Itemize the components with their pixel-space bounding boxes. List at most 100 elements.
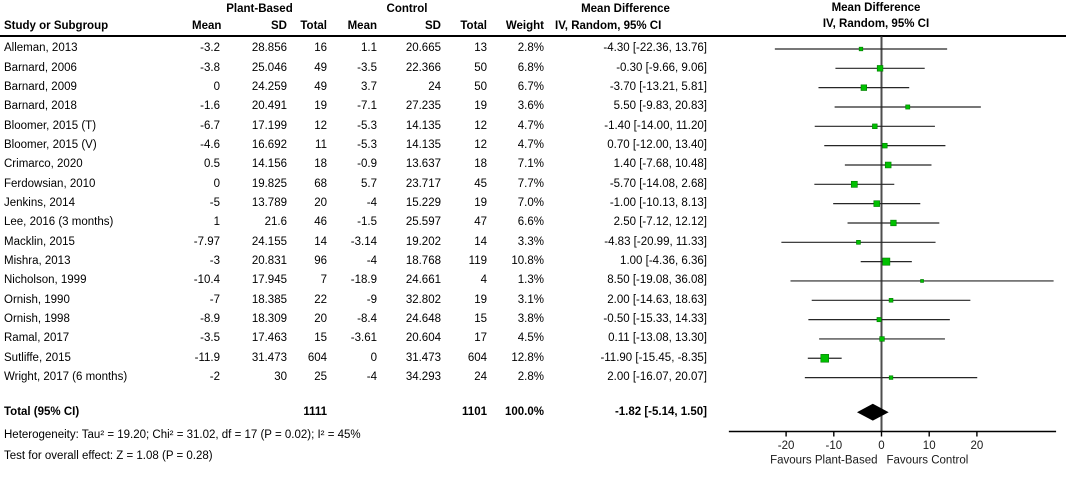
study-name-cell: Barnard, 2006: [4, 61, 77, 74]
study-name-cell: Wright, 2017 (6 months): [4, 370, 128, 383]
ci-cell: -1.00 [-10.13, 8.13]: [609, 196, 707, 209]
sd1-cell: 17.199: [251, 119, 287, 132]
mean1-cell: -3: [209, 254, 220, 267]
weight-cell: 10.8%: [511, 254, 544, 267]
total1-cell: 15: [314, 332, 327, 345]
total1-cell: 18: [314, 158, 327, 171]
mean1-cell: 0.5: [204, 158, 220, 171]
total-label: Total (95% CI): [4, 405, 80, 418]
weight-cell: 7.0%: [517, 196, 544, 209]
total1-cell: 46: [314, 216, 327, 229]
sd2-cell: 24.648: [405, 312, 441, 325]
total1-cell: 49: [314, 61, 327, 74]
effect-marker: [876, 65, 884, 72]
ci-cell: -1.40 [-14.00, 11.20]: [604, 119, 707, 132]
sd1-cell: 24.155: [251, 235, 287, 248]
weight-cell: 7.7%: [517, 177, 544, 190]
weight-cell: 6.8%: [517, 61, 544, 74]
effect-marker: [820, 354, 829, 363]
mean2-cell: -1.5: [357, 216, 377, 229]
sd2-cell: 23.717: [405, 177, 441, 190]
weight-cell: 3.3%: [517, 235, 544, 248]
sd2-cell: 34.293: [405, 370, 441, 383]
ci-cell: -5.70 [-14.08, 2.68]: [609, 177, 707, 190]
effect-marker: [850, 180, 858, 188]
sd2-cell: 27.235: [405, 100, 441, 113]
table-row: Crimarco, 2020 0.5 14.156 18 -0.9 13.637…: [0, 155, 712, 174]
mean1-cell: 0: [213, 177, 220, 190]
ci-cell: 1.40 [-7.68, 10.48]: [613, 158, 707, 171]
total1-cell: 16: [314, 42, 327, 55]
total2-cell: 12: [474, 138, 487, 151]
study-name-cell: Bloomer, 2015 (V): [4, 138, 97, 151]
mean1-cell: -8.9: [200, 312, 220, 325]
effect-marker: [884, 161, 892, 169]
ci-cell: -3.70 [-13.21, 5.81]: [609, 80, 707, 93]
sd2-cell: 22.366: [405, 61, 441, 74]
weight-cell: 6.7%: [517, 80, 544, 93]
table-row: Bloomer, 2015 (T) -6.7 17.199 12 -5.3 14…: [0, 117, 712, 136]
total2-cell: 50: [474, 61, 487, 74]
effect-marker: [858, 46, 864, 52]
sd1-cell: 28.856: [251, 42, 287, 55]
total-n2: 1101: [462, 405, 487, 418]
effect-marker: [873, 200, 880, 207]
effect-marker: [905, 104, 911, 110]
study-name-cell: Ramal, 2017: [4, 332, 70, 345]
total1-cell: 68: [314, 177, 327, 190]
mean1-cell: -11.9: [194, 351, 220, 364]
total2-cell: 50: [474, 80, 487, 93]
study-name-cell: Ferdowsian, 2010: [4, 177, 96, 190]
weight-cell: 2.8%: [517, 370, 544, 383]
table-row: Barnard, 2018 -1.6 20.491 19 -7.1 27.235…: [0, 97, 712, 116]
total1-cell: 14: [314, 235, 327, 248]
study-name-cell: Ornish, 1998: [4, 312, 70, 325]
table-row: Macklin, 2015 -7.97 24.155 14 -3.14 19.2…: [0, 233, 712, 252]
weight-col-header: Weight: [505, 19, 544, 32]
x-tick-label: -20: [778, 440, 795, 452]
sd2-cell: 18.768: [405, 254, 441, 267]
sd2-col-header: SD: [425, 19, 441, 32]
effect-marker: [856, 240, 861, 245]
plot-md-header-line1: Mean Difference: [831, 2, 921, 14]
weight-cell: 3.8%: [517, 312, 544, 325]
total1-cell: 604: [307, 351, 327, 364]
total1-cell: 25: [314, 370, 327, 383]
sd2-cell: 24: [428, 80, 441, 93]
sd2-cell: 24.661: [405, 274, 441, 287]
weight-cell: 2.8%: [517, 42, 544, 55]
effect-marker: [890, 219, 897, 227]
sd2-cell: 25.597: [405, 216, 441, 229]
mean2-cell: 3.7: [361, 80, 377, 93]
mean2-cell: -8.4: [357, 312, 377, 325]
effect-marker: [872, 123, 878, 130]
total2-cell: 19: [474, 196, 487, 209]
table-row: Alleman, 2013 -3.2 28.856 16 1.1 20.665 …: [0, 39, 712, 58]
total2-cell: 18: [474, 158, 487, 171]
table-header: Plant-Based Control Mean Difference Stud…: [0, 1, 712, 34]
sd2-cell: 31.473: [405, 351, 441, 364]
sd1-cell: 18.309: [251, 312, 287, 325]
total2-cell: 14: [474, 235, 487, 248]
sd1-cell: 14.156: [251, 158, 287, 171]
study-rows: Alleman, 2013 -3.2 28.856 16 1.1 20.665 …: [0, 39, 712, 387]
mean2-cell: -3.61: [350, 332, 377, 345]
weight-cell: 4.5%: [517, 332, 544, 345]
total2-cell: 13: [474, 42, 487, 55]
group1-header: Plant-Based: [226, 3, 293, 15]
mean2-cell: -18.9: [350, 274, 377, 287]
total2-cell: 17: [474, 332, 487, 345]
total1-cell: 19: [314, 100, 327, 113]
table-row: Ramal, 2017 -3.5 17.463 15 -3.61 20.604 …: [0, 329, 712, 348]
ci-cell: -0.30 [-9.66, 9.06]: [616, 61, 707, 74]
table-header-cols-row: Study or Subgroup Mean SD Total Mean SD …: [0, 18, 712, 35]
x-tick-label: 10: [923, 440, 936, 452]
mean2-cell: 5.7: [361, 177, 377, 190]
table-row: Barnard, 2009 0 24.259 49 3.7 24 50 6.7%…: [0, 78, 712, 97]
total1-cell: 22: [314, 293, 327, 306]
sd2-cell: 20.665: [405, 42, 441, 55]
effect-marker: [876, 317, 882, 323]
study-name-cell: Barnard, 2018: [4, 100, 77, 113]
mean1-cell: -7: [209, 293, 220, 306]
